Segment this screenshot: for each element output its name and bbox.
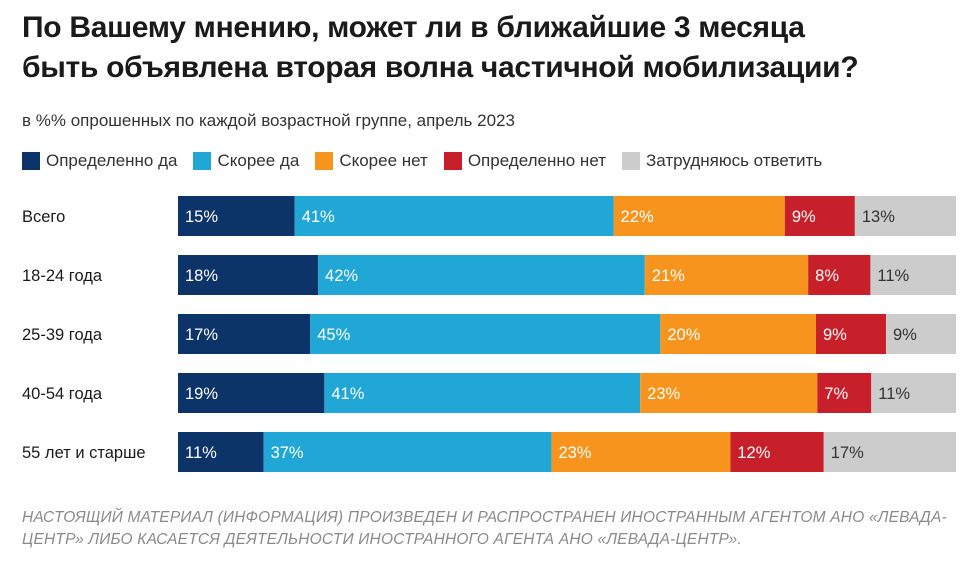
chart-subtitle: в %% опрошенных по каждой возрастной гру… — [22, 111, 515, 130]
data-label: 37% — [271, 444, 304, 462]
legend-label: Затрудняюсь ответить — [646, 151, 823, 170]
bar-segment — [854, 196, 956, 236]
data-label: 17% — [831, 444, 864, 462]
category-label: 40-54 года — [22, 385, 103, 403]
bar-segment — [310, 314, 661, 354]
data-label: 21% — [652, 267, 685, 285]
data-label: 19% — [185, 385, 218, 403]
bar-segment — [817, 373, 872, 413]
data-label: 17% — [185, 326, 218, 344]
bar-segment — [551, 432, 731, 472]
legend-label: Определенно да — [46, 151, 178, 170]
data-label: 9% — [893, 326, 917, 344]
data-label: 42% — [325, 267, 358, 285]
category-label: 25-39 года — [22, 326, 103, 344]
bar-segment — [808, 255, 871, 295]
bar-segment — [263, 432, 552, 472]
chart-title-line-2: быть объявлена вторая волна частичной мо… — [22, 51, 859, 84]
bar-segment — [178, 373, 325, 413]
category-label: 55 лет и старше — [22, 444, 146, 462]
data-label: 12% — [737, 444, 770, 462]
bar-segment — [318, 255, 645, 295]
bar-segment — [815, 314, 886, 354]
chart-title-line-1: По Вашему мнению, может ли в ближайшие 3… — [22, 11, 805, 44]
bar-segment — [640, 373, 818, 413]
bar-segment — [644, 255, 809, 295]
data-label: 23% — [558, 444, 591, 462]
bar-segment — [870, 255, 956, 295]
legend-item-rather-no: Скорее нет — [315, 151, 428, 171]
data-label: 11% — [878, 385, 910, 403]
data-label: 9% — [823, 326, 847, 344]
bar-segment — [178, 196, 295, 236]
data-label: 23% — [647, 385, 680, 403]
category-label: Всего — [22, 208, 65, 226]
legend-label: Скорее нет — [339, 151, 428, 170]
legend-item-definitely-no: Определенно нет — [443, 151, 606, 171]
legend-swatch — [443, 152, 462, 170]
data-label: 11% — [877, 267, 909, 285]
legend-swatch — [22, 152, 40, 170]
bar-segment — [871, 373, 956, 413]
data-label: 7% — [824, 385, 848, 403]
bar-segment — [823, 432, 956, 472]
bar-segment — [324, 373, 641, 413]
chart-title: По Вашему мнению, может ли в ближайшие 3… — [22, 8, 952, 88]
bar-segment — [730, 432, 824, 472]
data-label: 11% — [185, 444, 217, 462]
data-label: 41% — [331, 385, 364, 403]
foreign-agent-disclaimer: НАСТОЯЩИЙ МАТЕРИАЛ (ИНФОРМАЦИЯ) ПРОИЗВЕД… — [22, 509, 947, 548]
bar-segment — [294, 196, 614, 236]
bar-segment — [660, 314, 816, 354]
bar-segment — [784, 196, 855, 236]
data-label: 45% — [317, 326, 350, 344]
data-label: 18% — [185, 267, 218, 285]
legend-swatch — [193, 152, 212, 170]
legend-swatch — [315, 152, 334, 170]
data-label: 41% — [302, 208, 335, 226]
legend-swatch — [622, 152, 640, 170]
legend-label: Скорее да — [217, 151, 300, 170]
legend-item-rather-yes: Скорее да — [193, 151, 299, 171]
data-label: 8% — [815, 267, 839, 285]
data-label: 9% — [792, 208, 816, 226]
data-label: 20% — [667, 326, 700, 344]
bar-segment — [613, 196, 785, 236]
bar-segment — [885, 314, 956, 354]
chart-legend: Определенно да Скорее да Скорее нет Опре… — [22, 151, 838, 171]
legend-item-hard-to-say: Затрудняюсь ответить — [622, 151, 822, 171]
bar-segment — [178, 255, 319, 295]
data-label: 22% — [621, 208, 654, 226]
bar-segment — [178, 314, 311, 354]
category-label: 18-24 года — [22, 267, 103, 285]
legend-item-definitely-yes: Определенно да — [22, 151, 177, 171]
legend-label: Определенно нет — [467, 151, 606, 170]
bar-segment — [178, 432, 264, 472]
stacked-bar-chart: Всего 15% 41% 22% 9% 13% 18-24 года 18% 42% 21% 8%… — [22, 196, 956, 472]
data-label: 15% — [185, 208, 218, 226]
data-label: 13% — [862, 208, 895, 226]
